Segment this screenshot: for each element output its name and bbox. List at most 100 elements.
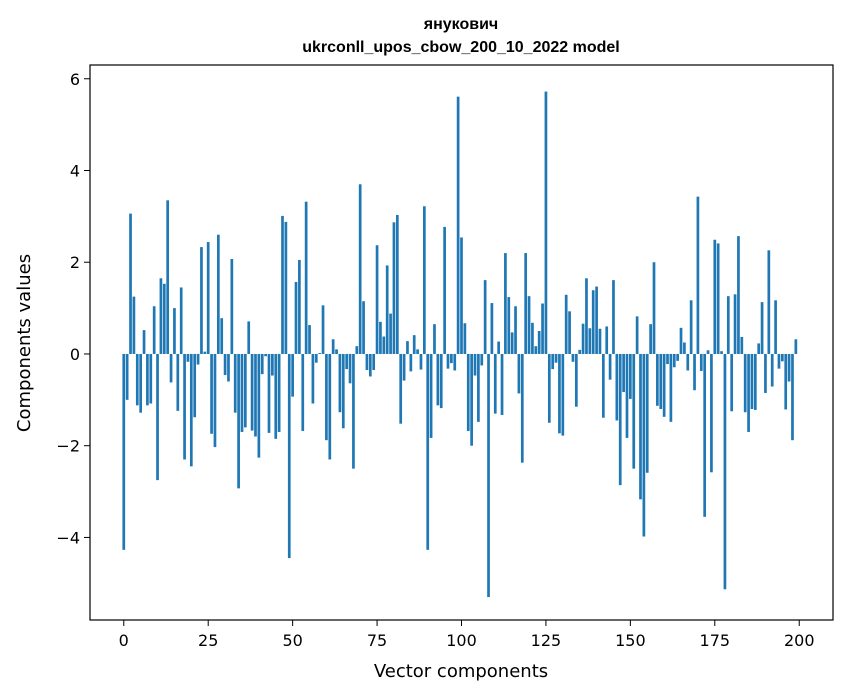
bar-36 [244,353,247,428]
bar-23 [200,247,203,354]
bar-132 [568,311,571,354]
bar-138 [588,328,592,354]
bar-111 [497,341,500,354]
bar-126 [547,353,551,423]
bar-91 [429,353,433,438]
bar-118 [520,353,524,463]
bar-127 [551,353,555,370]
bar-85 [409,353,413,372]
bar-32 [230,259,234,354]
bar-150 [629,353,632,399]
bar-3 [132,296,136,354]
x-tick-label: 50 [282,631,302,650]
bar-114 [507,297,511,354]
bar-131 [564,294,568,354]
y-tick-label: 4 [70,161,80,180]
bar-193 [774,300,777,354]
bar-191 [767,250,771,354]
bar-88 [419,353,423,370]
x-tick-label: 150 [615,631,646,650]
bar-141 [598,328,602,354]
plot-frame [89,64,834,621]
bar-31 [227,353,230,382]
bar-10 [156,353,159,481]
bar-119 [524,253,528,354]
bar-29 [220,318,224,354]
bar-53 [301,353,305,432]
bar-197 [787,353,791,382]
bar-108 [487,353,490,598]
bar-146 [615,353,619,421]
y-tick-label: 2 [70,253,80,272]
x-tick-label: 200 [784,631,815,650]
bar-58 [318,353,321,354]
bar-192 [770,353,774,387]
bar-14 [169,353,173,383]
bar-110 [493,353,497,414]
bar-195 [780,353,784,362]
bar-1 [125,353,129,400]
bar-11 [159,278,163,354]
bar-133 [571,353,575,362]
bar-25 [206,242,210,354]
bar-2 [129,213,132,354]
bar-190 [764,353,767,393]
bar-8 [149,353,153,404]
bar-100 [460,237,463,354]
bar-4 [135,353,139,406]
bar-144 [608,353,612,380]
bar-163 [672,353,676,368]
bar-194 [777,353,781,369]
bar-102 [466,353,470,432]
y-tick-label: 0 [70,345,80,364]
bar-42 [264,353,267,357]
bar-27 [213,353,217,448]
bar-59 [321,305,325,354]
bar-33 [233,353,237,413]
bar-62 [331,339,335,354]
bar-79 [389,313,392,354]
bar-19 [186,353,190,362]
x-tick-label: 100 [446,631,477,650]
bar-188 [757,343,761,354]
bar-17 [179,287,183,354]
bar-196 [784,353,788,410]
bar-113 [504,253,507,354]
bar-97 [450,353,453,364]
bar-45 [274,353,278,439]
y-axis-label: Components values [14,254,35,432]
bar-43 [267,353,271,433]
bar-130 [561,353,565,436]
bar-92 [433,324,436,354]
bar-34 [237,353,240,489]
bar-39 [254,353,257,437]
bar-106 [480,353,484,366]
bar-185 [747,353,750,432]
bar-120 [527,296,531,354]
x-axis-ticks: 0 25 50 75 100 125 150 175 200 [119,620,815,650]
x-tick-label: 125 [531,631,562,650]
chart-title: янукович [423,16,498,33]
bar-180 [730,353,734,412]
bar-30 [223,353,227,376]
bar-35 [240,353,244,432]
bar-78 [385,265,389,354]
bar-99 [456,96,460,354]
bar-198 [791,353,794,441]
bar-122 [534,346,538,354]
bar-46 [277,353,281,432]
bar-105 [477,353,480,422]
y-tick-label: 6 [70,70,80,89]
bar-41 [260,353,264,375]
y-tick-label: −4 [56,528,80,547]
bar-153 [639,353,642,500]
bar-158 [656,353,659,406]
bar-172 [703,353,707,517]
bar-143 [605,326,609,354]
bar-52 [298,259,301,354]
x-tick-label: 0 [119,631,129,650]
bar-125 [544,91,548,354]
bar-75 [375,245,379,354]
bar-44 [271,353,274,376]
bar-20 [189,353,193,467]
